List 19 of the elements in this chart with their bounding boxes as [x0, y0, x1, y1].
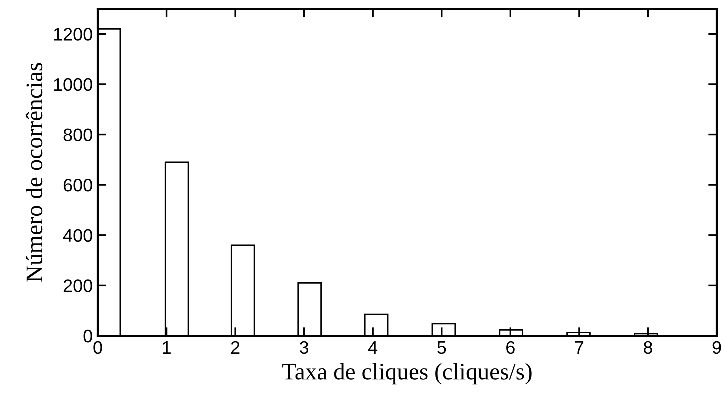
y-tick-label: 1000 [54, 78, 92, 92]
y-tick-label: 400 [63, 229, 92, 242]
y-tick-label: 0 [84, 330, 92, 343]
y-tick-label: 800 [64, 128, 92, 142]
x-tick-label: 2 [231, 341, 240, 354]
x-tick-label: 6 [506, 341, 515, 354]
x-tick-label: 4 [368, 342, 378, 354]
x-tick-label: 7 [575, 342, 584, 354]
x-tick-label: 5 [438, 342, 446, 354]
x-tick-label: 8 [644, 341, 652, 354]
y-tick-label: 200 [64, 280, 92, 292]
y-axis-title: Número de ocorrências [26, 63, 43, 282]
y-tick-label: 1200 [54, 28, 92, 41]
y-tick-label: 600 [64, 179, 92, 192]
x-tick-label: 9 [712, 341, 722, 354]
x-axis-title: Taxa de cliques (cliques/s) [282, 363, 532, 385]
x-tick-label: 1 [163, 342, 171, 354]
x-tick-label: 0 [94, 341, 102, 354]
x-tick-label: 3 [300, 341, 309, 354]
